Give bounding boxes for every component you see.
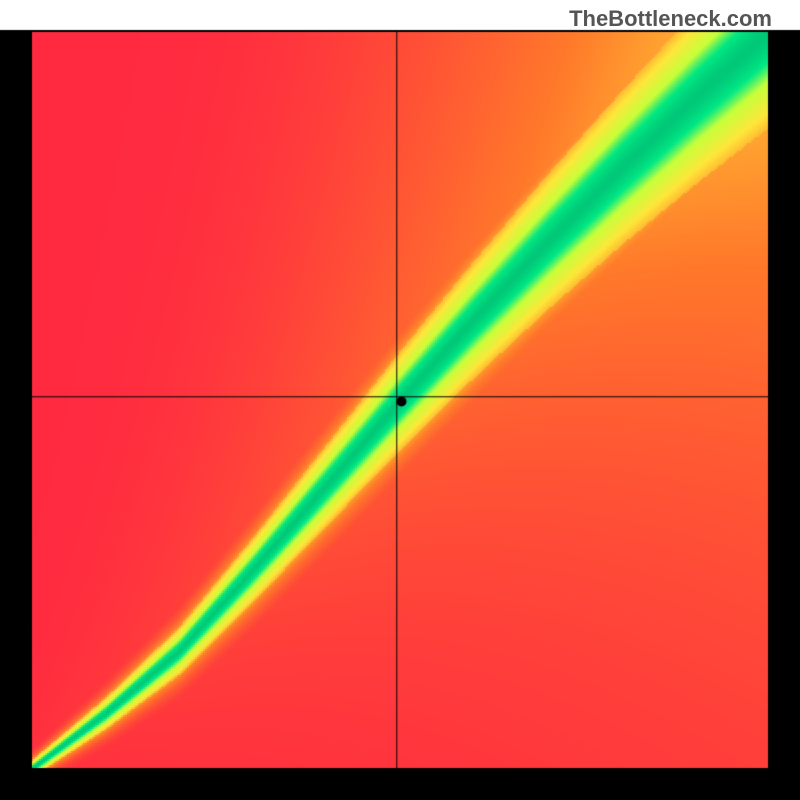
chart-container: TheBottleneck.com xyxy=(0,0,800,800)
heatmap-canvas xyxy=(0,0,800,800)
